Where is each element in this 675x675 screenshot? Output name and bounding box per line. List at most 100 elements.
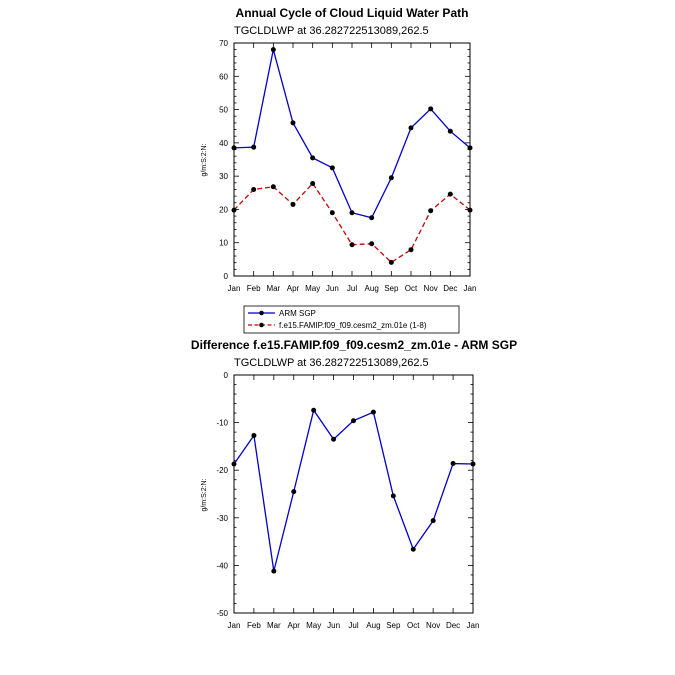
data-point-series-2 <box>270 184 276 190</box>
x-tick-label: Aug <box>366 621 380 630</box>
y-tick-label: -20 <box>216 466 228 475</box>
chart-bottom: Difference f.e15.FAMIP.f09_f09.cesm2_zm.… <box>191 338 517 630</box>
x-tick-label: Dec <box>443 284 457 293</box>
x-tick-label: Apr <box>288 621 301 630</box>
series-line-1 <box>233 408 474 572</box>
y-tick-label: 30 <box>219 172 228 181</box>
plot-frame <box>233 42 471 277</box>
data-point-series-2 <box>408 247 414 253</box>
data-point-series-1 <box>450 461 456 467</box>
data-point-series-2 <box>428 208 434 214</box>
data-point-series-2 <box>447 191 453 197</box>
x-tick-label: Jul <box>347 284 357 293</box>
data-point-series-1 <box>290 120 296 126</box>
data-point-series-1 <box>410 546 416 552</box>
chart-top-title: Annual Cycle of Cloud Liquid Water Path <box>236 6 469 20</box>
x-tick-label: Oct <box>405 284 418 293</box>
data-point-series-1 <box>349 210 355 216</box>
x-tick-label: Jan <box>228 284 241 293</box>
x-tick-label: Nov <box>424 284 438 293</box>
chart-top-subtitle: TGCLDLWP at 36.282722513089,262.5 <box>234 25 429 37</box>
x-tick-label: Aug <box>365 284 379 293</box>
series-line-1 <box>233 49 471 219</box>
chart-top-ylabel: g/m:S:2:N: <box>201 143 208 176</box>
x-tick-label: Feb <box>247 284 261 293</box>
data-point-series-1 <box>351 418 356 424</box>
data-point-series-2 <box>310 180 316 186</box>
x-tick-label: Mar <box>267 621 281 630</box>
y-tick-label: 0 <box>224 272 229 281</box>
legend-label-arm-sgp: ARM SGP <box>279 309 316 318</box>
chart-bottom-plot: -50 -40 -30 -20 -10 0 Jan Feb Mar Apr May Jun Jul Aug… <box>216 371 479 630</box>
chart-top-legend: ARM SGP f.e15.FAMIP.f09_f09.cesm2_zm.01e… <box>243 305 460 334</box>
data-point-series-1 <box>370 409 376 415</box>
x-tick-label: Nov <box>426 621 440 630</box>
chart-bottom-subtitle: TGCLDLWP at 36.282722513089,262.5 <box>234 357 429 369</box>
data-point-series-1 <box>470 461 476 467</box>
data-point-series-2 <box>329 210 335 216</box>
legend-box <box>243 305 460 334</box>
chart-top: Annual Cycle of Cloud Liquid Water Path … <box>201 6 476 334</box>
data-point-series-1 <box>291 489 297 495</box>
data-point-series-1 <box>231 145 237 151</box>
y-tick-label: 10 <box>219 239 228 248</box>
data-point-series-1 <box>447 128 453 134</box>
data-point-series-2 <box>349 242 355 248</box>
x-tick-label: May <box>305 284 320 293</box>
data-point-series-1 <box>390 493 396 499</box>
data-point-series-1 <box>251 144 257 150</box>
legend-label-cesm2: f.e15.FAMIP.f09_f09.cesm2_zm.01e (1-8) <box>279 321 427 330</box>
chart-bottom-ylabel: g/m:S:2:N: <box>201 478 208 511</box>
data-point-series-1 <box>310 155 316 161</box>
x-tick-label: Jan <box>467 621 480 630</box>
x-tick-label: Sep <box>384 284 399 293</box>
data-point-series-1 <box>270 47 276 53</box>
data-point-series-1 <box>369 215 375 221</box>
x-tick-label: Apr <box>287 284 300 293</box>
data-point-series-1 <box>408 125 414 131</box>
data-point-series-1 <box>331 436 337 442</box>
y-tick-label: -30 <box>216 514 228 523</box>
data-point-series-1 <box>467 145 473 151</box>
x-tick-label: Jan <box>464 284 477 293</box>
data-point-series-2 <box>369 241 375 247</box>
x-tick-label: May <box>306 621 321 630</box>
x-tick-label: Feb <box>247 621 261 630</box>
data-point-series-2 <box>290 201 296 207</box>
series-line-2 <box>233 182 471 264</box>
data-point-series-1 <box>251 432 257 438</box>
data-point-series-1 <box>311 407 317 413</box>
x-tick-label: Jul <box>348 621 358 630</box>
y-tick-label: 50 <box>219 106 228 115</box>
y-tick-label: 60 <box>219 72 228 81</box>
x-tick-label: Mar <box>266 284 280 293</box>
x-tick-label: Jun <box>327 621 340 630</box>
legend-marker-arm-sgp <box>259 310 264 316</box>
data-point-series-2 <box>251 186 257 192</box>
y-tick-label: -40 <box>216 561 228 570</box>
plot-frame <box>233 374 474 614</box>
y-tick-label: 0 <box>224 371 229 380</box>
data-point-series-1 <box>430 518 436 524</box>
x-tick-label: Sep <box>386 621 401 630</box>
y-tick-label: 40 <box>219 139 228 148</box>
chart-bottom-title: Difference f.e15.FAMIP.f09_f09.cesm2_zm.… <box>191 338 517 352</box>
data-point-series-2 <box>231 207 237 213</box>
y-tick-label: 20 <box>219 205 228 214</box>
chart-top-plot: 0 10 20 30 40 50 60 70 Jan Feb Mar Apr May Jun Jul Aug S… <box>219 39 476 293</box>
x-tick-label: Dec <box>446 621 460 630</box>
y-tick-label: -50 <box>216 609 228 618</box>
x-tick-label: Jun <box>326 284 339 293</box>
data-point-series-2 <box>388 259 394 265</box>
data-point-series-1 <box>231 461 237 467</box>
legend-marker-cesm2 <box>259 322 264 328</box>
data-point-series-1 <box>329 165 335 171</box>
data-point-series-1 <box>388 175 394 181</box>
y-tick-label: 70 <box>219 39 228 48</box>
data-point-series-1 <box>271 568 277 574</box>
data-point-series-1 <box>428 106 434 112</box>
x-tick-label: Jan <box>228 621 241 630</box>
y-tick-label: -10 <box>216 419 228 428</box>
data-point-series-2 <box>467 207 473 213</box>
